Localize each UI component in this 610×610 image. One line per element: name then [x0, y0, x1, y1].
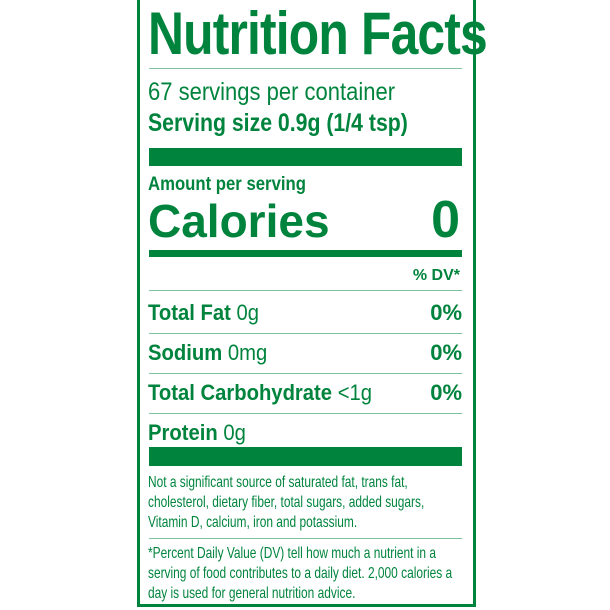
nutrient-row-total-fat: Total Fat 0g 0% — [148, 300, 462, 328]
servings-per-container: 67 servings per container — [148, 78, 396, 106]
daily-value-footnote: *Percent Daily Value (DV) tell how much … — [148, 545, 453, 602]
nutrient-amount: <1g — [337, 380, 373, 405]
divider — [149, 290, 462, 291]
nutrient-dv: 0% — [430, 340, 462, 365]
calories-value: 0 — [431, 191, 460, 249]
label-title: Nutrition Facts — [148, 0, 488, 67]
nutrient-amount: 0g — [223, 420, 246, 445]
dv-header: % DV* — [412, 267, 460, 284]
nutrient-row-protein: Protein 0g — [148, 420, 462, 448]
nutrient-dv: 0% — [430, 300, 462, 325]
calories-label: Calories — [148, 195, 330, 247]
nutrient-name: Total Fat — [148, 300, 231, 325]
divider — [149, 413, 462, 414]
nutrient-amount: 0g — [236, 300, 259, 325]
divider — [149, 68, 462, 69]
amount-per-serving: Amount per serving — [148, 174, 306, 195]
nutrient-row-sodium: Sodium 0mg 0% — [148, 340, 462, 368]
nutrition-facts-label — [137, 0, 476, 607]
not-significant-statement: Not a significant source of saturated fa… — [148, 474, 425, 531]
nutrient-name: Protein — [148, 420, 218, 445]
nutrient-amount: 0mg — [227, 340, 268, 365]
nutrient-dv: 0% — [430, 380, 462, 405]
medium-divider — [149, 250, 462, 257]
divider — [149, 333, 462, 334]
thick-divider — [149, 148, 462, 166]
nutrient-name: Sodium — [148, 340, 223, 365]
nutrient-name: Total Carbohydrate — [148, 380, 333, 405]
nutrient-row-total-carbohydrate: Total Carbohydrate <1g 0% — [148, 380, 462, 408]
serving-size: Serving size 0.9g (1/4 tsp) — [148, 109, 408, 137]
thick-divider — [149, 447, 462, 466]
divider — [149, 538, 462, 539]
divider — [149, 373, 462, 374]
